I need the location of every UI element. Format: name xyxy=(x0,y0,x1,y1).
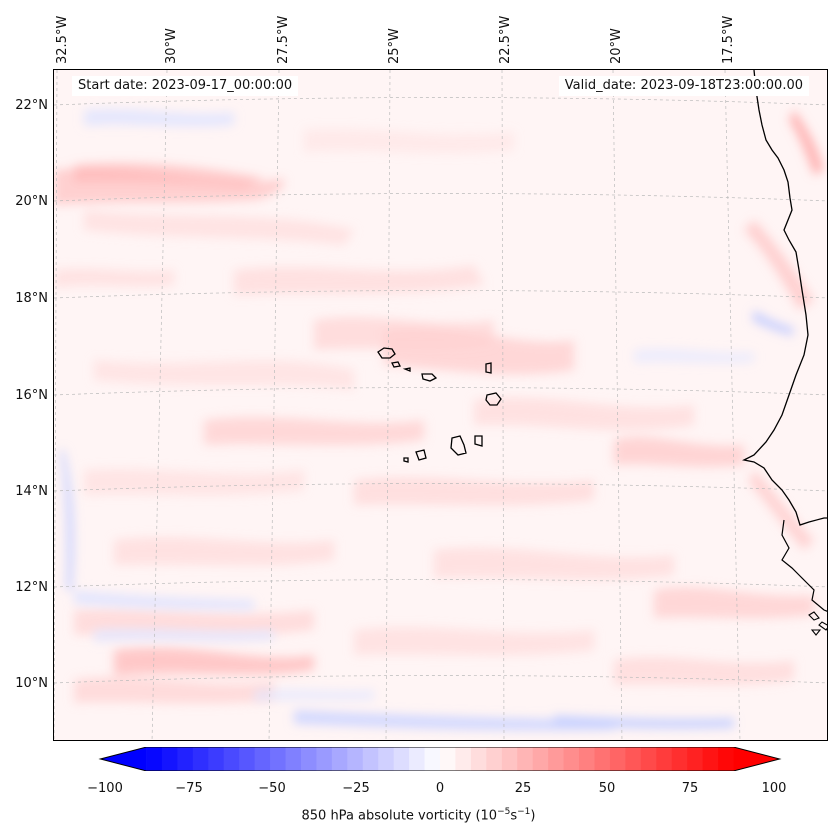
colorbar-cell xyxy=(563,747,580,771)
valid-date-label: Valid_date: 2023-09-18T23:00:00.00 xyxy=(558,76,809,96)
cb-label-25: 25 xyxy=(514,781,532,796)
colorbar-cell xyxy=(470,747,487,771)
colorbar-cell xyxy=(409,747,426,771)
colorbar-cell xyxy=(362,747,379,771)
colorbar-cell xyxy=(208,747,225,771)
cb-label-100: 100 xyxy=(761,781,787,796)
lat-label-16n: 16°N xyxy=(15,388,48,403)
colorbar-cell xyxy=(656,747,673,771)
colorbar-cell xyxy=(161,747,178,771)
colorbar-cell xyxy=(285,747,302,771)
cb-label-neg25: −25 xyxy=(342,781,370,796)
colorbar-cell xyxy=(548,747,565,771)
africa-coastline-south xyxy=(781,519,827,612)
lat-label-22n: 22°N xyxy=(15,98,48,113)
cb-label-neg50: −50 xyxy=(258,781,286,796)
colorbar-cell xyxy=(347,747,364,771)
colorbar-cell xyxy=(300,747,317,771)
cb-label-0: 0 xyxy=(435,781,445,796)
vorticity-field xyxy=(54,70,827,740)
colorbar-title-mid: s xyxy=(510,808,518,824)
cb-label-neg75: −75 xyxy=(175,781,203,796)
colorbar-high-extend xyxy=(733,747,780,771)
lat-label-20n: 20°N xyxy=(15,194,48,209)
map-panel xyxy=(53,69,828,741)
start-date-label: Start date: 2023-09-17_00:00:00 xyxy=(72,76,299,96)
lat-label-14n: 14°N xyxy=(15,484,48,499)
colorbar-cell xyxy=(270,747,287,771)
colorbar-title-text: 850 hPa absolute vorticity (10 xyxy=(301,808,498,824)
colorbar-cell xyxy=(718,747,735,771)
colorbar-cell xyxy=(393,747,410,771)
negative-vorticity-patches xyxy=(60,108,794,731)
colorbar-title-exp2: −1 xyxy=(517,807,531,817)
colorbar-cell xyxy=(625,747,642,771)
colorbar-cell xyxy=(609,747,626,771)
lat-label-18n: 18°N xyxy=(15,291,48,306)
colorbar-low-extend xyxy=(100,747,147,771)
colorbar-cell xyxy=(687,747,704,771)
cb-label-50: 50 xyxy=(598,781,616,796)
colorbar-cell xyxy=(702,747,719,771)
colorbar-cell xyxy=(640,747,657,771)
lon-label-27-5w: 27.5°W xyxy=(276,15,291,64)
colorbar-cell xyxy=(424,747,441,771)
colorbar-cell xyxy=(440,747,457,771)
lon-label-17-5w: 17.5°W xyxy=(721,15,736,64)
colorbar-cell xyxy=(594,747,611,771)
colorbar-cell xyxy=(254,747,271,771)
colorbar-cell xyxy=(146,747,163,771)
colorbar-cell xyxy=(501,747,518,771)
colorbar-cell xyxy=(579,747,596,771)
lon-label-25w: 25°W xyxy=(387,28,402,64)
colorbar-cell xyxy=(671,747,688,771)
lat-label-10n: 10°N xyxy=(15,676,48,691)
lon-label-20w: 20°W xyxy=(609,28,624,64)
bissagos-islands xyxy=(808,611,827,636)
colorbar-title: 850 hPa absolute vorticity (10−5s−1) xyxy=(0,807,837,823)
colorbar-cell xyxy=(192,747,209,771)
lon-label-22-5w: 22.5°W xyxy=(498,15,513,64)
lat-label-12n: 12°N xyxy=(15,580,48,595)
graticule xyxy=(54,70,827,740)
lon-label-30w: 30°W xyxy=(164,28,179,64)
colorbar-cell xyxy=(316,747,333,771)
colorbar xyxy=(98,747,782,771)
colorbar-cell xyxy=(486,747,503,771)
colorbar-title-end: ) xyxy=(530,808,536,824)
cb-label-75: 75 xyxy=(681,781,699,796)
colorbar-cell xyxy=(517,747,534,771)
colorbar-cell xyxy=(532,747,549,771)
colorbar-title-exp1: −5 xyxy=(497,807,511,817)
colorbar-cell xyxy=(378,747,395,771)
colorbar-cell xyxy=(455,747,472,771)
colorbar-cell xyxy=(223,747,240,771)
colorbar-outline xyxy=(98,747,782,771)
cape-verde-islands xyxy=(377,347,502,463)
colorbar-cell xyxy=(177,747,194,771)
colorbar-cell xyxy=(331,747,348,771)
positive-vorticity-patches xyxy=(54,110,824,704)
cb-label-neg100: −100 xyxy=(87,781,123,796)
colorbar-cells xyxy=(146,747,735,771)
lon-label-32-5w: 32.5°W xyxy=(55,15,70,64)
colorbar-cell xyxy=(239,747,256,771)
africa-coastline xyxy=(742,70,827,526)
